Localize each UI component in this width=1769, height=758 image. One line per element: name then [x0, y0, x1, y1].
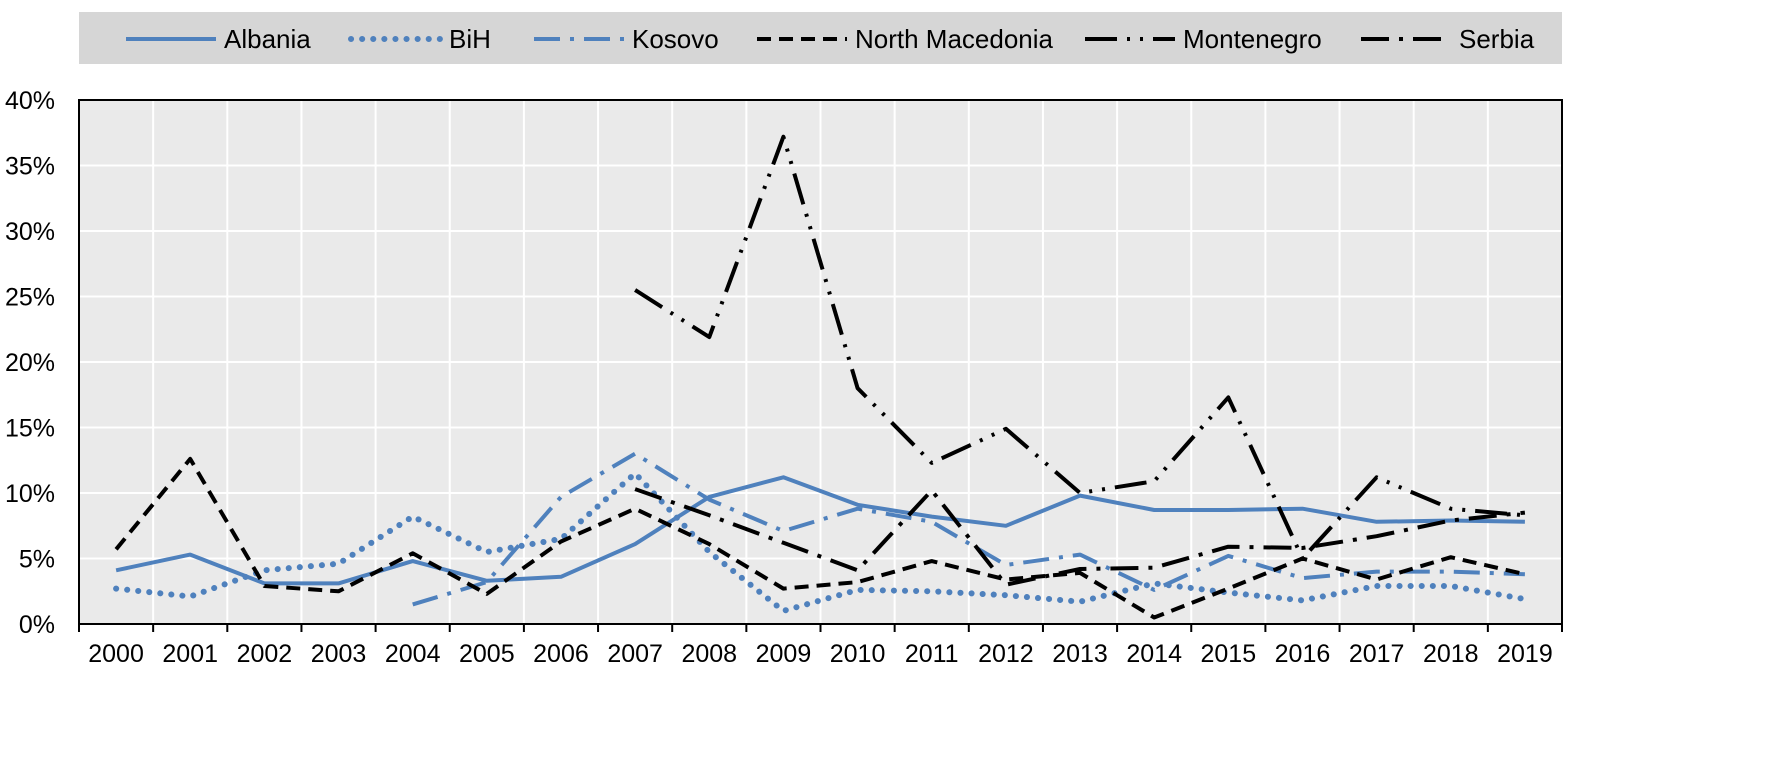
legend-label-serbia: Serbia	[1459, 24, 1535, 54]
y-tick-label: 40%	[5, 87, 55, 115]
y-tick-label: 5%	[19, 546, 55, 574]
x-tick-label: 2007	[607, 640, 663, 668]
series-line-kosovo	[412, 451, 1525, 607]
y-tick-label: 20%	[5, 349, 55, 377]
legend: Albania BiH Kosovo North Macedonia Montenegr…	[79, 12, 1562, 64]
y-tick-label: 35%	[5, 153, 55, 181]
x-tick-label: 2015	[1201, 640, 1257, 668]
x-tick-label: 2012	[978, 640, 1034, 668]
x-tick-label: 2005	[459, 640, 515, 668]
y-tick-label: 15%	[5, 415, 55, 443]
y-tick-label: 10%	[5, 480, 55, 508]
x-tick-label: 2014	[1126, 640, 1182, 668]
x-tick-label: 2011	[905, 640, 959, 668]
legend-label-albania: Albania	[224, 24, 311, 54]
series-line-albania	[115, 475, 1525, 586]
legend-label-kosovo: Kosovo	[632, 24, 719, 54]
x-tick-label: 2010	[830, 640, 886, 668]
gridlines	[79, 100, 1562, 624]
x-tick-label: 2003	[311, 640, 367, 668]
x-tick-label: 2013	[1052, 640, 1108, 668]
y-tick-label: 0%	[19, 611, 55, 639]
x-tick-label: 2002	[237, 640, 293, 668]
legend-background	[79, 12, 1562, 64]
x-tick-label: 2019	[1497, 640, 1553, 668]
series-line-bih	[113, 470, 1528, 614]
x-tick-label: 2000	[88, 640, 144, 668]
x-tick-label: 2016	[1275, 640, 1331, 668]
x-axis-ticks: 2000 2001 2002 2003 2004 2005 2006 2007 2008 2009…	[78, 624, 1563, 668]
y-tick-label: 25%	[5, 284, 55, 312]
x-tick-label: 2004	[385, 640, 441, 668]
x-tick-label: 2017	[1349, 640, 1405, 668]
x-tick-label: 2001	[162, 640, 218, 668]
x-tick-label: 2009	[756, 640, 812, 668]
legend-label-bih: BiH	[449, 24, 491, 54]
legend-label-montenegro: Montenegro	[1183, 24, 1322, 54]
x-tick-label: 2018	[1423, 640, 1479, 668]
x-tick-label: 2008	[681, 640, 737, 668]
series-line-serbia	[634, 487, 1526, 587]
legend-label-north-macedonia: North Macedonia	[855, 24, 1054, 54]
y-axis-ticks: 0% 5% 10% 15% 20% 25% 30% 35% 40%	[5, 87, 55, 639]
y-tick-label: 30%	[5, 218, 55, 246]
series-line-montenegro	[634, 134, 1526, 561]
series-lines	[113, 134, 1528, 620]
x-tick-label: 2006	[533, 640, 589, 668]
series-line-north-macedonia	[114, 456, 1526, 620]
